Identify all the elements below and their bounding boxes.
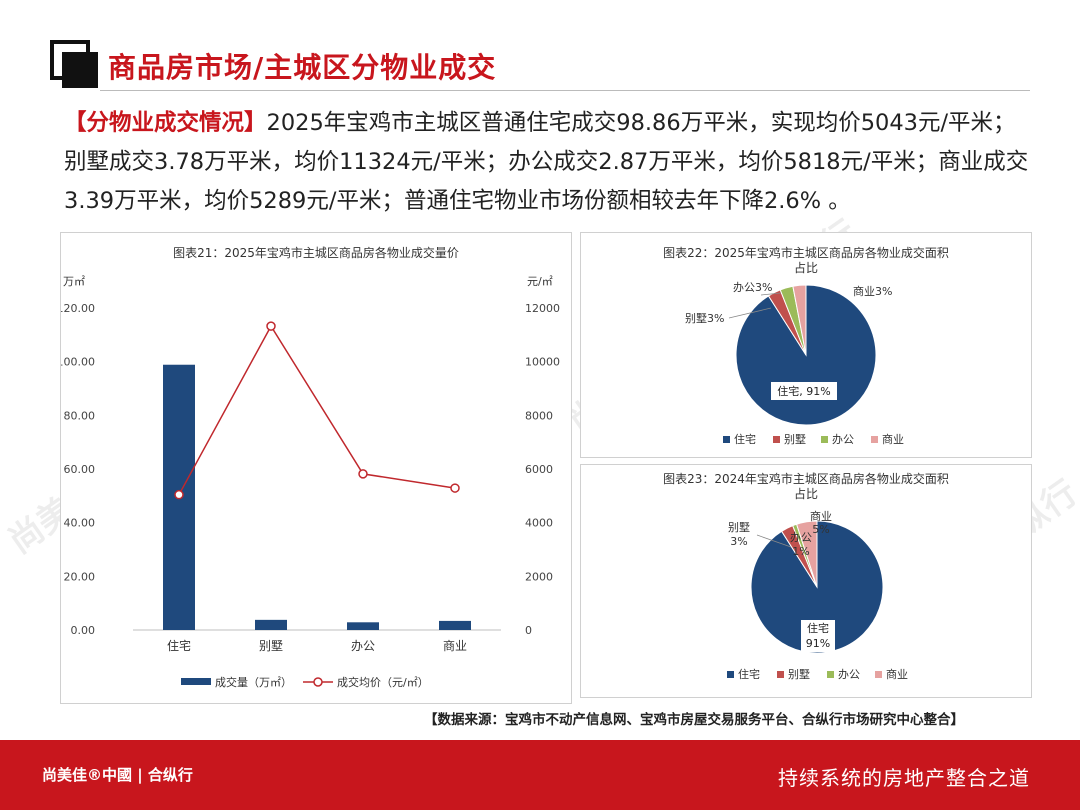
legend-label: 别墅 [788, 668, 810, 681]
legend-swatch [821, 436, 828, 443]
y-right-tick-label: 12000 [525, 302, 560, 315]
line-point-住宅 [174, 489, 184, 500]
data-label-office-pct: 1% [792, 545, 809, 558]
leader-line [760, 292, 782, 296]
x-tick-label: 办公 [351, 638, 375, 653]
data-label-villa-pct: 3% [730, 535, 747, 548]
data-label-residential-pct: 91% [806, 637, 830, 650]
legend-marker-price [313, 677, 323, 687]
data-label-residential-name: 住宅 [807, 621, 829, 635]
data-label-residential: 住宅, 91% [777, 384, 830, 398]
leader-line [728, 307, 772, 319]
chart-title-line2: 占比 [794, 260, 818, 275]
y-right-tick-label: 10000 [525, 356, 560, 369]
legend-label: 住宅 [734, 432, 756, 446]
legend-swatch [827, 671, 834, 678]
y-left-tick-label: 80.00 [64, 409, 96, 422]
leader-line [756, 534, 792, 548]
bar-商业 [439, 620, 471, 630]
y-left-tick-label: 40.00 [64, 517, 96, 530]
footer-slogan: 持续系统的房地产整合之道 [778, 766, 1030, 790]
pie-slice-商业 [792, 284, 807, 356]
page-title: 商品房市场/主城区分物业成交 [108, 51, 497, 84]
data-label-villa-name: 别墅 [728, 521, 750, 534]
data-label-box [771, 382, 837, 400]
y-right-tick-label: 4000 [525, 517, 553, 530]
chart-title-line2: 占比 [794, 486, 818, 501]
intro-text: 2025年宝鸡市主城区普通住宅成交98.86万平米，实现均价5043元/平米；别… [64, 110, 1029, 214]
bar-办公 [347, 622, 379, 630]
y-right-tick-label: 8000 [525, 409, 553, 422]
y-right-tick-label: 6000 [525, 463, 553, 476]
data-label-office: 办公3% [733, 281, 772, 294]
x-tick-label: 商业 [443, 638, 467, 653]
intro-paragraph: 【分物业成交情况】2025年宝鸡市主城区普通住宅成交98.86万平米，实现均价5… [64, 104, 1036, 221]
x-tick-label: 住宅 [167, 638, 191, 653]
legend-label: 商业 [882, 432, 904, 446]
y-right-tick-label: 0 [525, 624, 532, 637]
legend-label: 住宅 [738, 667, 760, 681]
legend-swatch-volume [181, 678, 211, 685]
line-point-商业 [450, 483, 460, 493]
y-left-unit: 万㎡ [63, 275, 85, 288]
data-label-commercial-name: 商业 [810, 509, 832, 523]
intro-tag: 【分物业成交情况】 [64, 110, 267, 136]
y-left-tick-label: 20.00 [64, 570, 96, 583]
legend-label-volume: 成交量（万㎡） [215, 675, 292, 689]
y-left-tick-label: 120.00 [61, 302, 95, 315]
legend-label: 办公 [838, 668, 860, 681]
data-label-commercial: 商业3% [853, 284, 892, 298]
line-point-别墅 [266, 321, 276, 331]
y-left-tick-label: 0.00 [71, 624, 96, 637]
footer-bar: 尚美佳®中國 | 合纵行 持续系统的房地产整合之道 [0, 740, 1080, 810]
data-source-note: 【数据来源：宝鸡市不动产信息网、宝鸡市房屋交易服务平台、合纵行市场研究中心整合】 [424, 712, 964, 728]
title-divider [100, 90, 1030, 91]
legend-swatch [871, 436, 878, 443]
legend-label: 办公 [832, 433, 854, 446]
title-square-fill-icon [62, 52, 98, 88]
x-tick-label: 别墅 [259, 639, 283, 653]
data-label-commercial-pct: 5% [812, 523, 829, 536]
chart-title: 图表22：2025年宝鸡市主城区商品房各物业成交面积 [663, 245, 949, 260]
y-right-tick-label: 2000 [525, 570, 553, 583]
chart-title: 图表23：2024年宝鸡市主城区商品房各物业成交面积 [663, 471, 949, 486]
data-label-villa: 别墅3% [685, 312, 724, 325]
data-label-box [801, 620, 835, 652]
legend-swatch [723, 436, 730, 443]
legend-swatch [777, 671, 784, 678]
y-left-tick-label: 60.00 [64, 463, 96, 476]
chart-23-panel: 图表23：2024年宝鸡市主城区商品房各物业成交面积 占比 住宅 91% 别墅 3% 办公 1… [580, 464, 1032, 698]
legend-swatch [727, 671, 734, 678]
chart-22-panel: 图表22：2025年宝鸡市主城区商品房各物业成交面积 占比住宅, 91% 别墅3% 办… [580, 232, 1032, 458]
line-avg-price [178, 324, 456, 496]
footer-brand-logo: 尚美佳®中國 | 合纵行 [42, 766, 193, 784]
legend-label: 别墅 [784, 433, 806, 446]
data-label-office-name: 办公 [790, 531, 812, 544]
bar-别墅 [255, 619, 287, 630]
y-right-unit: 元/㎡ [527, 275, 553, 288]
pie-slice-商业 [795, 520, 818, 588]
y-left-tick-label: 100.00 [61, 356, 95, 369]
legend-label: 商业 [886, 667, 908, 681]
line-point-办公 [358, 469, 368, 479]
legend-swatch [773, 436, 780, 443]
chart-title: 图表21：2025年宝鸡市主城区商品房各物业成交量价 [173, 245, 459, 260]
legend-label-price: 成交均价（元/㎡） [337, 675, 429, 689]
chart-21-panel: 图表21：2025年宝鸡市主城区商品房各物业成交量价万㎡ 元/㎡ 0.00 20.00… [57, 232, 572, 704]
legend-swatch [875, 671, 882, 678]
